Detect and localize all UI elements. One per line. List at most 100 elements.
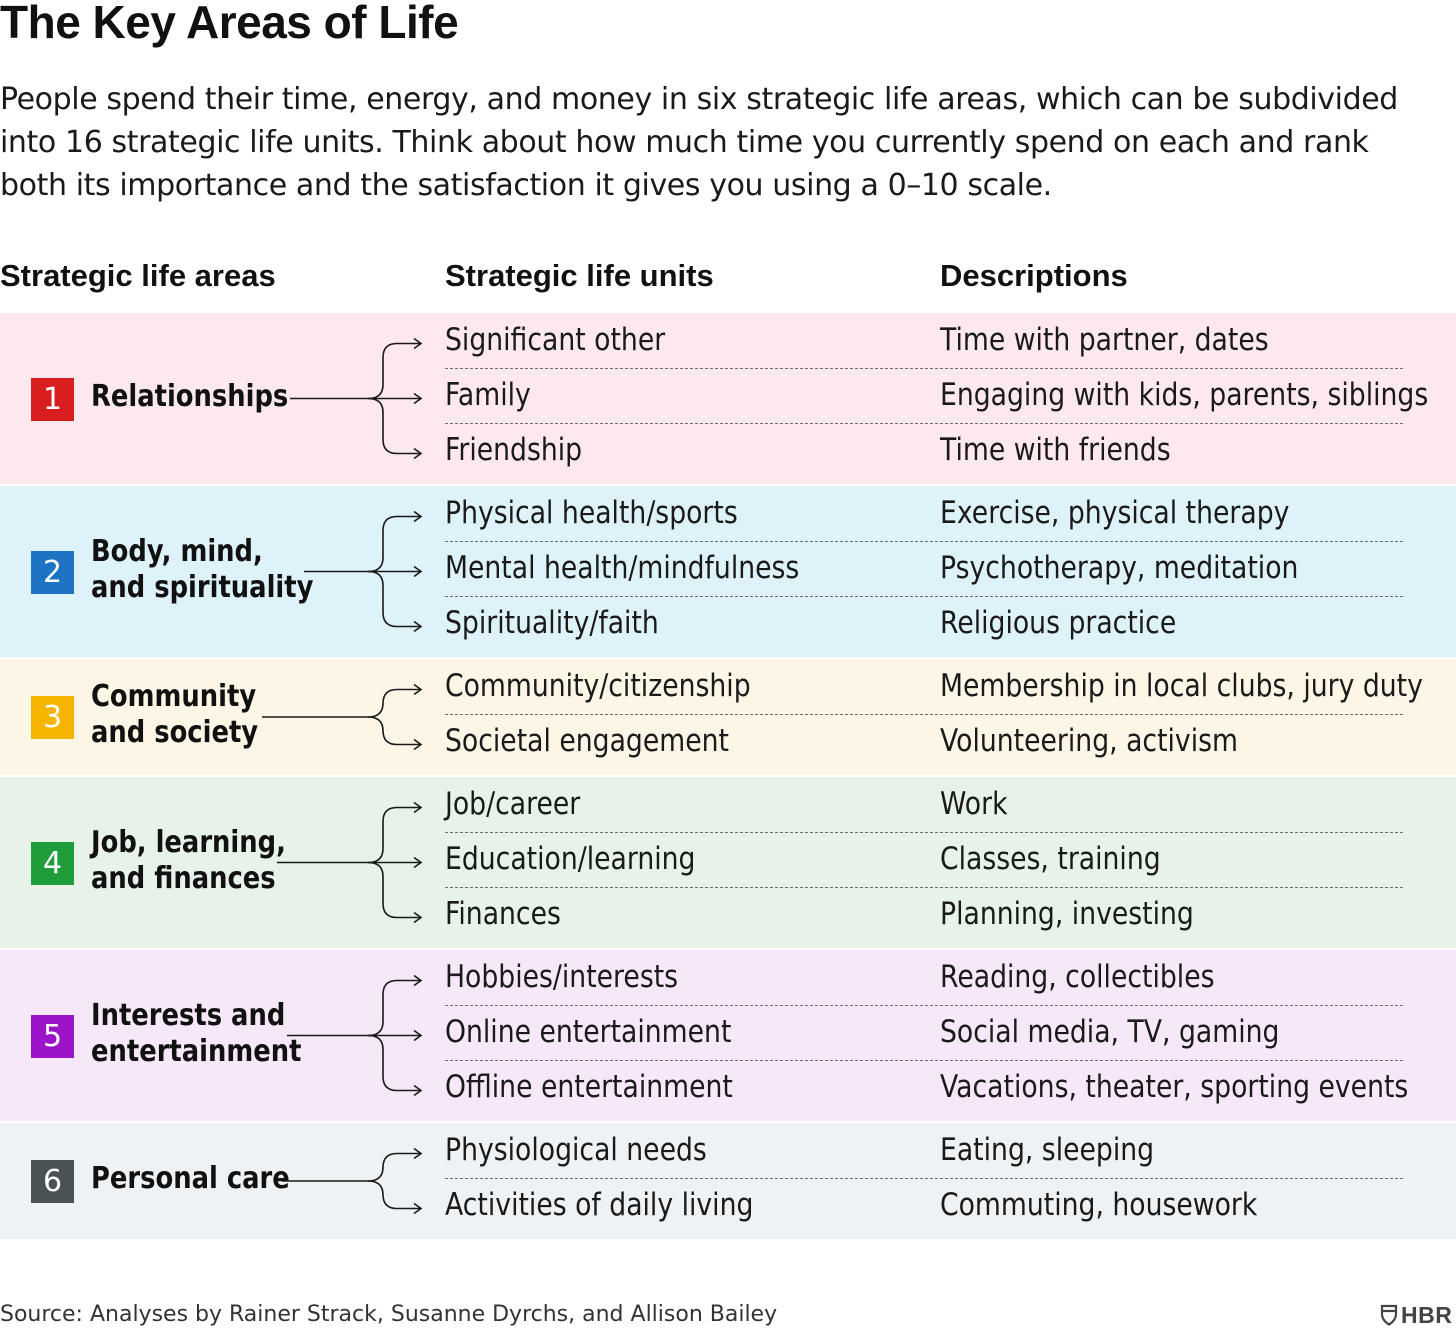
source-note: Source: Analyses by Rainer Strack, Susan… (0, 1302, 778, 1327)
unit-name: Job/career (445, 786, 581, 822)
life-area-band: 6 Personal care Physiological needs Eating,… (0, 1123, 1456, 1239)
unit-name: Education/learning (445, 841, 696, 877)
area-label: Community and society (91, 679, 259, 750)
unit-description: Psychotherapy, meditation (940, 550, 1299, 586)
area-label: Relationships (91, 378, 289, 414)
unit-description: Social media, TV, gaming (940, 1014, 1280, 1050)
arrow-head-icon (413, 911, 423, 924)
intro-paragraph: People spend their time, energy, and mon… (0, 82, 1398, 203)
bracket-connector (282, 1147, 423, 1215)
arrow-head-icon (413, 1202, 423, 1215)
connector-branch (367, 1180, 420, 1210)
connector-branch (367, 688, 420, 718)
connector-branch (367, 1034, 420, 1092)
area-label: Personal care (91, 1161, 290, 1196)
area-label: Body, mind, and spirituality (91, 533, 314, 605)
connector-branch (367, 861, 420, 919)
unit-row: Physiological needs Eating, sleeping (445, 1123, 1403, 1179)
arrow-head-icon (413, 856, 423, 869)
unit-description: Volunteering, activism (940, 723, 1238, 759)
life-area-band: 3 Community and society Community/citizens… (0, 659, 1456, 775)
arrow-head-icon (413, 337, 423, 350)
page-title: The Key Areas of Life (0, 0, 459, 48)
arrow-head-icon (413, 1029, 423, 1042)
unit-description: Work (940, 786, 1008, 822)
area-label: Interests and entertainment (91, 997, 302, 1069)
arrow-head-icon (413, 565, 423, 578)
connector-branch (367, 716, 420, 746)
unit-description: Reading, collectibles (940, 959, 1215, 995)
area-label: Job, learning, and finances (91, 824, 286, 896)
header-descriptions: Descriptions (940, 258, 1128, 293)
connector-branch (367, 515, 420, 573)
unit-name: Family (445, 377, 531, 413)
bracket-connector (262, 683, 423, 751)
unit-name: Friendship (445, 432, 583, 468)
hbr-logo-text: HBR (1401, 1301, 1453, 1328)
hbr-logo: HBR (1380, 1300, 1452, 1330)
arrow-head-icon (413, 1084, 423, 1097)
arrow-head-icon (413, 974, 423, 987)
area-number-badge: 5 (31, 1014, 74, 1058)
unit-description: Eating, sleeping (940, 1132, 1155, 1168)
area-number-badge: 1 (31, 377, 74, 421)
unit-row: Activities of daily living Commuting, hou… (445, 1178, 1403, 1233)
bracket-connector (277, 801, 423, 924)
header-strategic-life-units: Strategic life units (445, 258, 714, 293)
connector-branch (367, 342, 420, 400)
bracket-connector (290, 337, 423, 460)
unit-row: Community/citizenship Membership in local… (445, 659, 1423, 715)
unit-description: Time with partner, dates (940, 322, 1269, 358)
unit-name: Physical health/sports (445, 495, 738, 531)
unit-name: Physiological needs (445, 1132, 707, 1168)
connector-branch (367, 806, 420, 864)
unit-description: Time with friends (940, 432, 1171, 468)
unit-description: Commuting, housework (940, 1187, 1258, 1223)
unit-name: Significant other (445, 322, 666, 358)
arrow-head-icon (413, 392, 423, 405)
unit-row: Education/learning Classes, training (445, 832, 1403, 888)
unit-name: Offline entertainment (445, 1069, 733, 1105)
unit-name: Societal engagement (445, 723, 729, 759)
unit-row: Family Engaging with kids, parents, sibli… (445, 368, 1428, 424)
bracket-connector (304, 510, 423, 633)
header-strategic-life-areas: Strategic life areas (0, 258, 276, 293)
unit-row: Offline entertainment Vacations, theater,… (445, 1060, 1408, 1115)
unit-name: Online entertainment (445, 1014, 732, 1050)
unit-row: Job/career Work (445, 777, 1403, 833)
unit-name: Spirituality/faith (445, 605, 659, 641)
arrow-head-icon (413, 683, 423, 696)
arrow-head-icon (413, 620, 423, 633)
hbr-shield-icon (1380, 1304, 1398, 1326)
connector-branch (367, 397, 420, 455)
unit-name: Mental health/mindfulness (445, 550, 800, 586)
arrow-head-icon (413, 510, 423, 523)
unit-row: Hobbies/interests Reading, collectibles (445, 950, 1403, 1006)
connector-branch (367, 1152, 420, 1182)
area-number-badge: 2 (31, 550, 74, 594)
area-number-badge: 4 (31, 841, 74, 885)
area-number-badge: 3 (31, 696, 74, 739)
unit-description: Classes, training (940, 841, 1161, 877)
life-area-band: 4 Job, learning, and finances Job/career Wo… (0, 777, 1456, 948)
unit-name: Hobbies/interests (445, 959, 679, 995)
unit-name: Finances (445, 896, 561, 932)
arrow-head-icon (413, 1147, 423, 1160)
unit-description: Planning, investing (940, 896, 1194, 932)
arrow-head-icon (413, 447, 423, 460)
life-area-band: 1 Relationships Significant other Time with… (0, 313, 1456, 484)
unit-description: Religious practice (940, 605, 1177, 641)
unit-name: Community/citizenship (445, 668, 751, 704)
life-area-band: 2 Body, mind, and spirituality Physical he… (0, 486, 1456, 657)
unit-row: Mental health/mindfulness Psychotherapy, … (445, 541, 1403, 597)
bracket-connector (287, 974, 423, 1097)
arrow-head-icon (413, 801, 423, 814)
unit-row: Physical health/sports Exercise, physical… (445, 486, 1403, 542)
unit-row: Significant other Time with partner, date… (445, 313, 1403, 369)
area-number-badge: 6 (31, 1160, 74, 1203)
unit-description: Membership in local clubs, jury duty (940, 668, 1423, 704)
unit-name: Activities of daily living (445, 1187, 754, 1223)
unit-row: Societal engagement Volunteering, activis… (445, 714, 1403, 769)
unit-row: Online entertainment Social media, TV, ga… (445, 1005, 1403, 1061)
connector-branch (367, 979, 420, 1037)
